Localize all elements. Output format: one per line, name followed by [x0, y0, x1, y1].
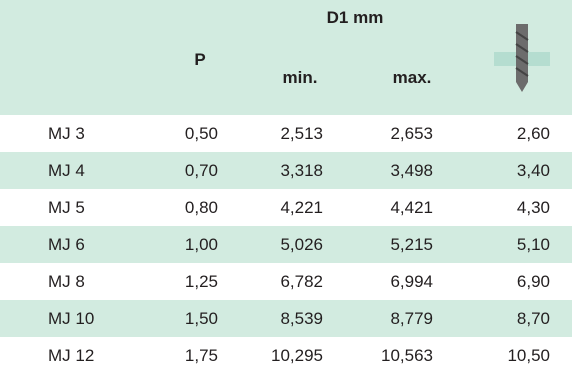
drill-size-cell: 3,40 — [516, 161, 550, 180]
max-header: max. — [392, 68, 432, 87]
d1-min-cell: 8,539 — [280, 309, 323, 328]
d1-min-cell: 5,026 — [280, 235, 323, 254]
drill-size-cell: 2,60 — [516, 124, 550, 143]
d1-min-cell: 3,318 — [280, 161, 323, 180]
size-cell: MJ 10 — [48, 309, 95, 328]
drill-size-cell: 10,50 — [507, 346, 550, 365]
drill-size-cell: 4,30 — [516, 198, 550, 217]
d1-max-cell: 8,779 — [390, 309, 433, 328]
d1-max-cell: 4,421 — [390, 198, 433, 217]
table-row: MJ 10 1,50 8,539 8,779 8,70 — [0, 300, 572, 337]
pitch-cell: 0,70 — [184, 161, 218, 180]
d1-max-cell: 5,215 — [390, 235, 433, 254]
d1-max-cell: 3,498 — [390, 161, 433, 180]
pitch-cell: 0,50 — [184, 124, 218, 143]
size-cell: MJ 3 — [48, 124, 85, 143]
p-header: P — [194, 50, 206, 69]
size-cell: MJ 4 — [48, 161, 85, 180]
table-header: D1 mm P min. max. — [0, 0, 572, 115]
d1-min-cell: 6,782 — [280, 272, 323, 291]
drill-size-cell: 5,10 — [516, 235, 550, 254]
min-header: min. — [282, 68, 318, 87]
drill-icon — [494, 24, 550, 92]
d1-min-cell: 10,295 — [271, 346, 323, 365]
table-row: MJ 6 1,00 5,026 5,215 5,10 — [0, 226, 572, 263]
table-row: MJ 8 1,25 6,782 6,994 6,90 — [0, 263, 572, 300]
group-header: D1 mm — [326, 8, 384, 27]
table-row: MJ 5 0,80 4,221 4,421 4,30 — [0, 189, 572, 226]
pitch-cell: 1,50 — [184, 309, 218, 328]
pitch-cell: 1,75 — [184, 346, 218, 365]
size-cell: MJ 12 — [48, 346, 95, 365]
size-cell: MJ 8 — [48, 272, 85, 291]
drill-size-cell: 6,90 — [516, 272, 550, 291]
drill-size-cell: 8,70 — [516, 309, 550, 328]
d1-max-cell: 10,563 — [381, 346, 433, 365]
table-row: MJ 4 0,70 3,318 3,498 3,40 — [0, 152, 572, 189]
pitch-cell: 1,00 — [184, 235, 218, 254]
d1-min-cell: 2,513 — [280, 124, 323, 143]
pitch-cell: 1,25 — [184, 272, 218, 291]
pitch-cell: 0,80 — [184, 198, 218, 217]
d1-max-cell: 6,994 — [390, 272, 433, 291]
size-cell: MJ 5 — [48, 198, 85, 217]
size-cell: MJ 6 — [48, 235, 85, 254]
d1-max-cell: 2,653 — [390, 124, 433, 143]
d1-min-cell: 4,221 — [280, 198, 323, 217]
drill-flutes — [515, 31, 529, 77]
table-row: MJ 3 0,50 2,513 2,653 2,60 — [0, 115, 572, 152]
table-row: MJ 12 1,75 10,295 10,563 10,50 — [0, 337, 572, 374]
